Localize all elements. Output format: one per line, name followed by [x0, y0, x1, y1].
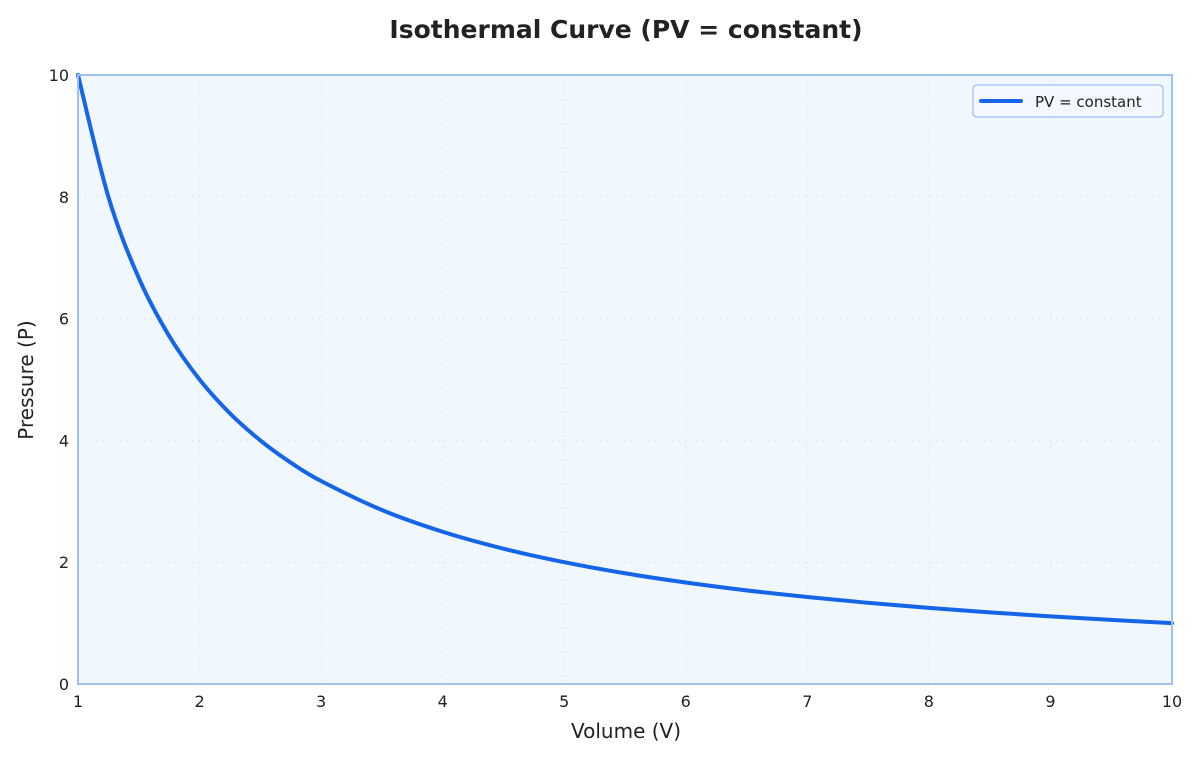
x-tick-label: 3: [316, 692, 326, 711]
y-axis-label: Pressure (P): [14, 320, 38, 439]
legend-box: [972, 84, 1164, 118]
y-tick-label: 8: [59, 188, 69, 207]
x-tick-label: 8: [924, 692, 934, 711]
x-tick-label: 10: [1162, 692, 1182, 711]
legend: PV = constant: [972, 84, 1164, 118]
chart-title: Isothermal Curve (PV = constant): [389, 15, 862, 44]
legend-label: PV = constant: [1035, 93, 1142, 111]
x-axis-label: Volume (V): [571, 719, 681, 743]
y-tick-label: 0: [59, 675, 69, 694]
x-tick-label: 4: [438, 692, 448, 711]
plot-frame: [77, 74, 1173, 685]
x-axis-ticks: 1 2 3 4 5 6 7 8 9 10: [73, 692, 1182, 711]
plot-area: [78, 75, 1172, 684]
y-tick-label: 2: [59, 553, 69, 572]
y-tick-label: 4: [59, 431, 69, 450]
x-tick-label: 9: [1045, 692, 1055, 711]
y-tick-label: 6: [59, 310, 69, 329]
series-line-pv-constant: [76, 73, 1174, 626]
x-tick-label: 2: [194, 692, 204, 711]
x-tick-label: 6: [681, 692, 691, 711]
x-tick-label: 7: [802, 692, 812, 711]
x-tick-label: 1: [73, 692, 83, 711]
y-axis-ticks: 0 2 4 6 8 10: [49, 66, 69, 694]
x-tick-label: 5: [559, 692, 569, 711]
y-tick-label: 10: [49, 66, 69, 85]
